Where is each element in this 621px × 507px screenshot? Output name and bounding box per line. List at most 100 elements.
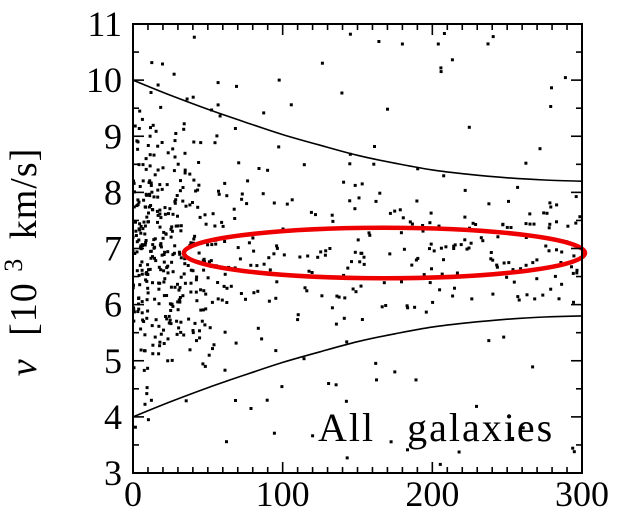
galaxy-point xyxy=(247,241,251,245)
galaxy-point xyxy=(202,257,206,261)
galaxy-point xyxy=(148,134,152,138)
galaxy-point xyxy=(416,256,420,260)
galaxy-point xyxy=(519,267,523,271)
galaxy-point xyxy=(430,267,433,271)
galaxy-point xyxy=(249,263,253,267)
galaxy-point xyxy=(158,281,162,285)
galaxy-point xyxy=(135,240,139,244)
galaxy-point xyxy=(184,399,188,403)
galaxy-point xyxy=(133,366,136,370)
galaxy-point xyxy=(143,349,147,353)
galaxy-point xyxy=(459,243,463,247)
galaxy-point xyxy=(256,289,260,293)
galaxy-point xyxy=(429,211,433,215)
galaxy-point xyxy=(463,238,467,242)
galaxy-point xyxy=(183,262,187,266)
galaxy-point xyxy=(388,252,392,256)
galaxy-point xyxy=(149,249,153,253)
galaxy-point xyxy=(193,234,197,238)
galaxy-point xyxy=(164,315,167,318)
galaxy-point xyxy=(151,343,155,347)
galaxy-point xyxy=(198,215,202,219)
axes-frame xyxy=(132,23,583,474)
galaxy-point xyxy=(267,256,271,260)
galaxy-point xyxy=(151,352,155,356)
galaxy-point xyxy=(348,32,352,36)
galaxy-point xyxy=(140,300,144,304)
galaxy-point xyxy=(455,271,459,275)
galaxy-point xyxy=(144,272,148,276)
galaxy-point xyxy=(307,269,311,273)
galaxy-point xyxy=(212,343,216,347)
galaxy-point xyxy=(147,181,151,184)
galaxy-point xyxy=(541,293,545,297)
galaxy-point xyxy=(141,244,145,248)
galaxy-point xyxy=(275,246,279,250)
galaxy-point xyxy=(158,344,162,348)
galaxy-point xyxy=(181,294,185,298)
galaxy-point xyxy=(153,297,157,301)
galaxy-point xyxy=(177,326,181,330)
galaxy-point xyxy=(144,239,148,242)
galaxy-point xyxy=(196,188,200,192)
galaxy-point xyxy=(192,237,196,241)
galaxy-point xyxy=(282,253,286,257)
galaxy-point xyxy=(356,238,360,242)
galaxy-point xyxy=(173,200,177,204)
galaxy-point xyxy=(393,370,397,374)
galaxy-point xyxy=(233,217,237,220)
galaxy-point xyxy=(199,288,203,292)
galaxy-point xyxy=(516,185,520,189)
galaxy-point xyxy=(149,91,153,94)
galaxy-point xyxy=(450,58,454,62)
galaxy-point xyxy=(422,273,426,277)
galaxy-point xyxy=(193,321,197,325)
galaxy-point xyxy=(173,155,177,159)
galaxy-point xyxy=(163,250,167,254)
galaxy-point xyxy=(144,241,148,245)
galaxy-point xyxy=(146,309,150,313)
galaxy-point xyxy=(168,302,172,306)
galaxy-point xyxy=(303,286,307,290)
galaxy-point xyxy=(136,147,140,151)
galaxy-point xyxy=(400,42,404,46)
galaxy-point xyxy=(442,32,446,35)
galaxy-point xyxy=(238,257,242,261)
galaxy-point xyxy=(166,250,170,254)
galaxy-point xyxy=(415,199,419,203)
galaxy-point xyxy=(174,224,178,228)
galaxy-point xyxy=(140,311,144,315)
galaxy-point xyxy=(471,221,475,225)
galaxy-point xyxy=(343,296,347,300)
galaxy-point xyxy=(442,174,446,178)
galaxy-point xyxy=(176,282,179,286)
galaxy-point xyxy=(141,163,145,167)
galaxy-point xyxy=(377,40,381,43)
galaxy-point xyxy=(302,163,306,167)
galaxy-point xyxy=(257,167,261,170)
y-tick-label: 5 xyxy=(104,341,122,381)
galaxy-point xyxy=(191,329,195,332)
galaxy-point xyxy=(156,144,160,148)
x-tick-label: 100 xyxy=(256,474,310,507)
galaxy-point xyxy=(168,207,172,211)
galaxy-point xyxy=(176,300,180,304)
galaxy-point xyxy=(223,181,227,185)
scatter-points xyxy=(133,32,582,466)
galaxy-point xyxy=(183,257,187,261)
galaxy-point xyxy=(151,255,154,259)
galaxy-point xyxy=(167,212,170,216)
galaxy-point xyxy=(162,328,165,332)
galaxy-point xyxy=(311,434,315,438)
galaxy-point xyxy=(235,84,238,88)
galaxy-point xyxy=(178,189,182,193)
galaxy-point xyxy=(146,273,150,276)
galaxy-point xyxy=(323,253,327,257)
galaxy-point xyxy=(239,292,243,295)
galaxy-point xyxy=(149,126,152,130)
galaxy-point xyxy=(204,292,208,296)
galaxy-point xyxy=(328,247,332,250)
galaxy-point xyxy=(571,446,575,450)
galaxy-point xyxy=(162,230,166,234)
galaxy-point xyxy=(145,386,149,390)
